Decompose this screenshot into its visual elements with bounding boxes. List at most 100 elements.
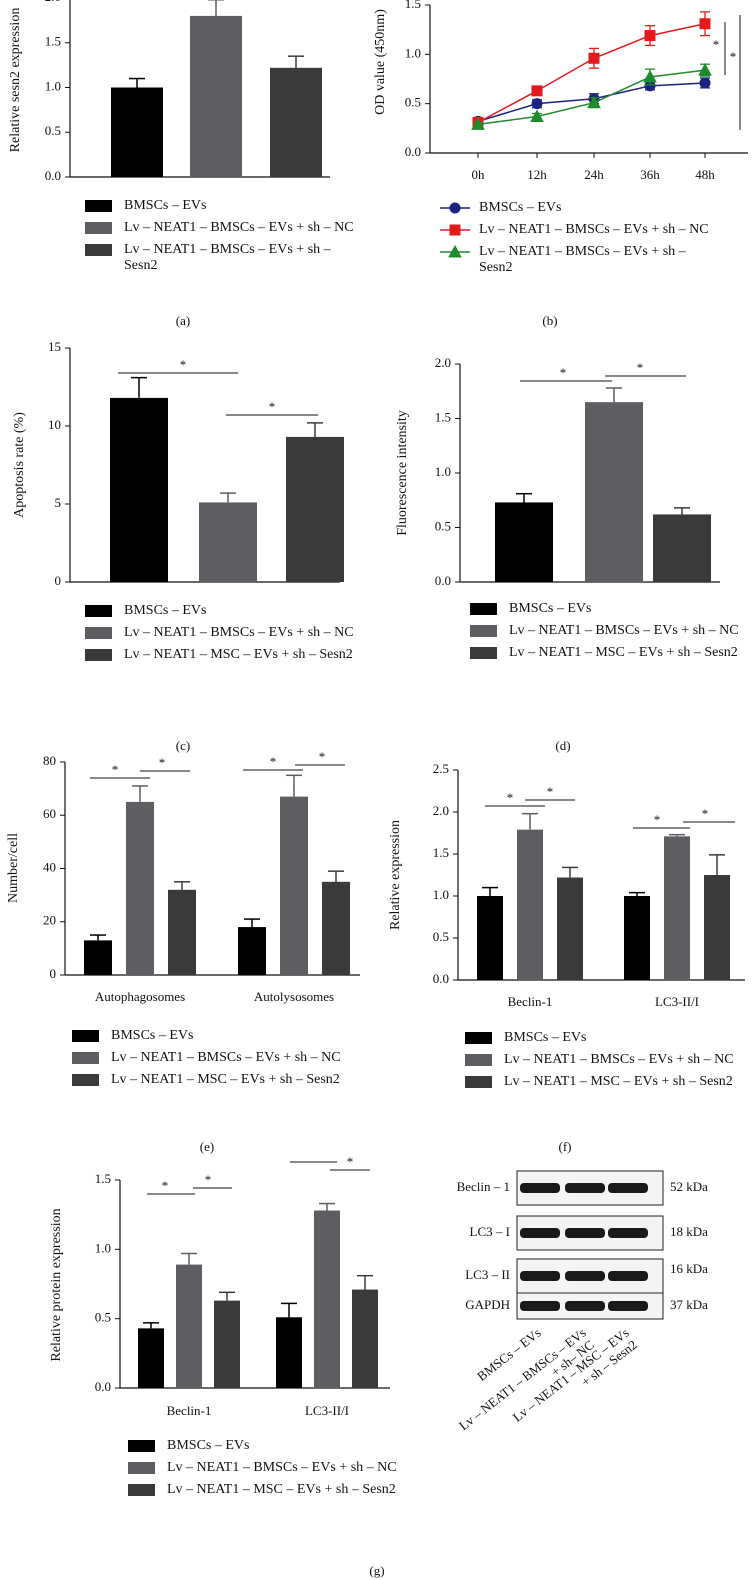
- y-axis-label: Relative protein expression: [49, 1208, 64, 1361]
- legend-swatch: [465, 1076, 492, 1088]
- legend-entry: Lv – NEAT1 – BMSCs – EVs + sh – NC: [72, 1050, 351, 1066]
- marker: [449, 224, 461, 236]
- y-tick-label: 0.0: [405, 144, 421, 159]
- caption: (f): [559, 1139, 572, 1154]
- legend-label: BMSCs – EVs: [167, 1438, 250, 1453]
- y-axis-label: Apoptosis rate (%): [12, 412, 27, 518]
- marker: [448, 245, 462, 258]
- bar: [664, 836, 690, 980]
- legend-swatch: [85, 244, 112, 256]
- legend-label: Lv – NEAT1 – BMSCs – EVs + sh – NC: [124, 625, 354, 640]
- bar: [704, 875, 730, 980]
- legend-swatch: [440, 224, 470, 236]
- y-tick-label: 0.0: [95, 1379, 111, 1394]
- legend-label: Lv – NEAT1 – BMSCs – EVs + sh – NC: [167, 1460, 397, 1475]
- legend-swatch-fill: [465, 1032, 492, 1044]
- legend-swatch: [128, 1440, 155, 1452]
- legend: BMSCs – EVs Lv – NEAT1 – BMSCs – EVs + sh…: [465, 1030, 744, 1090]
- marker: [587, 95, 601, 109]
- legend-swatch-fill: [128, 1462, 155, 1474]
- significance-label: *: [702, 806, 709, 821]
- legend-swatch: [85, 222, 112, 234]
- legend-swatch-fill: [85, 649, 112, 661]
- caption: (c): [176, 738, 190, 753]
- legend-entry: Lv – NEAT1 – MSC – EVs + sh – Sesn2: [128, 1482, 407, 1498]
- significance-label: *: [637, 360, 644, 375]
- marker: [449, 202, 461, 214]
- legend-entry: Lv – NEAT1 – MSC – EVs + sh – Sesn2: [85, 647, 364, 663]
- blot-band: [565, 1301, 605, 1311]
- legend: BMSCs – EVs Lv – NEAT1 – BMSCs – EVs + sh…: [85, 603, 364, 663]
- legend-swatch: [440, 245, 470, 258]
- x-tick-label: 12h: [527, 167, 547, 182]
- y-tick-label: 1.0: [95, 1240, 111, 1255]
- legend: BMSCs – EVs Lv – NEAT1 – BMSCs – EVs + sh…: [470, 601, 749, 661]
- y-tick-label: 0.5: [45, 123, 61, 138]
- legend-swatch: [128, 1462, 155, 1474]
- legend-label: Lv – NEAT1 – BMSCs – EVs + sh – Sesn2: [479, 244, 686, 275]
- y-tick-label: 0.0: [435, 573, 451, 588]
- legend-swatch: [72, 1074, 99, 1086]
- x-tick-label: LC3-II/I: [305, 1403, 349, 1418]
- y-tick-label: 0.0: [433, 971, 449, 986]
- significance-label: *: [713, 37, 720, 52]
- bar: [653, 514, 711, 582]
- y-tick-label: 1.5: [95, 1171, 111, 1186]
- significance-label: *: [347, 1154, 354, 1169]
- y-tick-label: 2.0: [433, 803, 449, 818]
- legend-swatch-fill: [470, 647, 497, 659]
- y-tick-label: 80: [43, 753, 56, 768]
- legend-swatch-fill: [72, 1030, 99, 1042]
- y-axis-label: Number/cell: [6, 833, 21, 903]
- legend-swatch-fill: [470, 603, 497, 615]
- y-tick-label: 0: [55, 573, 62, 588]
- legend-swatch: [470, 647, 497, 659]
- legend-label: Lv – NEAT1 – BMSCs – EVs + sh – NC: [509, 623, 739, 638]
- bar: [280, 796, 308, 975]
- legend-swatch: [440, 202, 470, 214]
- marker: [531, 85, 543, 97]
- y-axis-label: Relative expression: [388, 820, 403, 930]
- significance-label: *: [270, 754, 277, 769]
- legend-entry: Lv – NEAT1 – BMSCs – EVs + sh – NC: [85, 220, 364, 236]
- legend-swatch-fill: [465, 1054, 492, 1066]
- significance-label: *: [730, 49, 737, 64]
- legend-swatch-fill: [85, 244, 112, 256]
- bar: [322, 881, 350, 975]
- size-label: 37 kDa: [670, 1297, 708, 1312]
- bar: [238, 927, 266, 975]
- legend-entry: BMSCs – EVs: [440, 200, 719, 216]
- x-tick-label: Autolysosomes: [254, 989, 334, 1004]
- blot-band: [608, 1301, 648, 1311]
- legend-swatch-fill: [72, 1074, 99, 1086]
- legend-label: BMSCs – EVs: [509, 601, 592, 616]
- marker: [699, 77, 711, 89]
- bar: [286, 436, 344, 582]
- marker: [699, 18, 711, 30]
- y-tick-label: 2.0: [435, 355, 451, 370]
- legend-swatch-fill: [85, 627, 112, 639]
- significance-label: *: [560, 365, 567, 380]
- blot-band: [565, 1271, 605, 1281]
- y-tick-label: 0.5: [405, 95, 421, 110]
- y-tick-label: 40: [43, 859, 56, 874]
- bar: [138, 1328, 164, 1388]
- legend-swatch-fill: [85, 222, 112, 234]
- y-tick-label: 1.5: [433, 845, 449, 860]
- legend-swatch: [470, 603, 497, 615]
- y-tick-label: 2.0: [45, 0, 61, 4]
- legend-swatch-fill: [470, 625, 497, 637]
- marker: [698, 63, 712, 76]
- protein-label: GAPDH: [465, 1297, 510, 1312]
- protein-label: LC3 – I: [470, 1224, 510, 1239]
- bar: [495, 502, 553, 582]
- legend-label: BMSCs – EVs: [124, 603, 207, 618]
- legend-entry: Lv – NEAT1 – BMSCs – EVs + sh – NC: [465, 1052, 744, 1068]
- marker: [644, 30, 656, 42]
- bar: [477, 896, 503, 980]
- significance-label: *: [112, 762, 119, 777]
- y-tick-label: 60: [43, 806, 56, 821]
- legend-label: Lv – NEAT1 – BMSCs – EVs + sh – Sesn2: [124, 242, 331, 273]
- y-axis-label: OD value (450nm): [373, 9, 388, 115]
